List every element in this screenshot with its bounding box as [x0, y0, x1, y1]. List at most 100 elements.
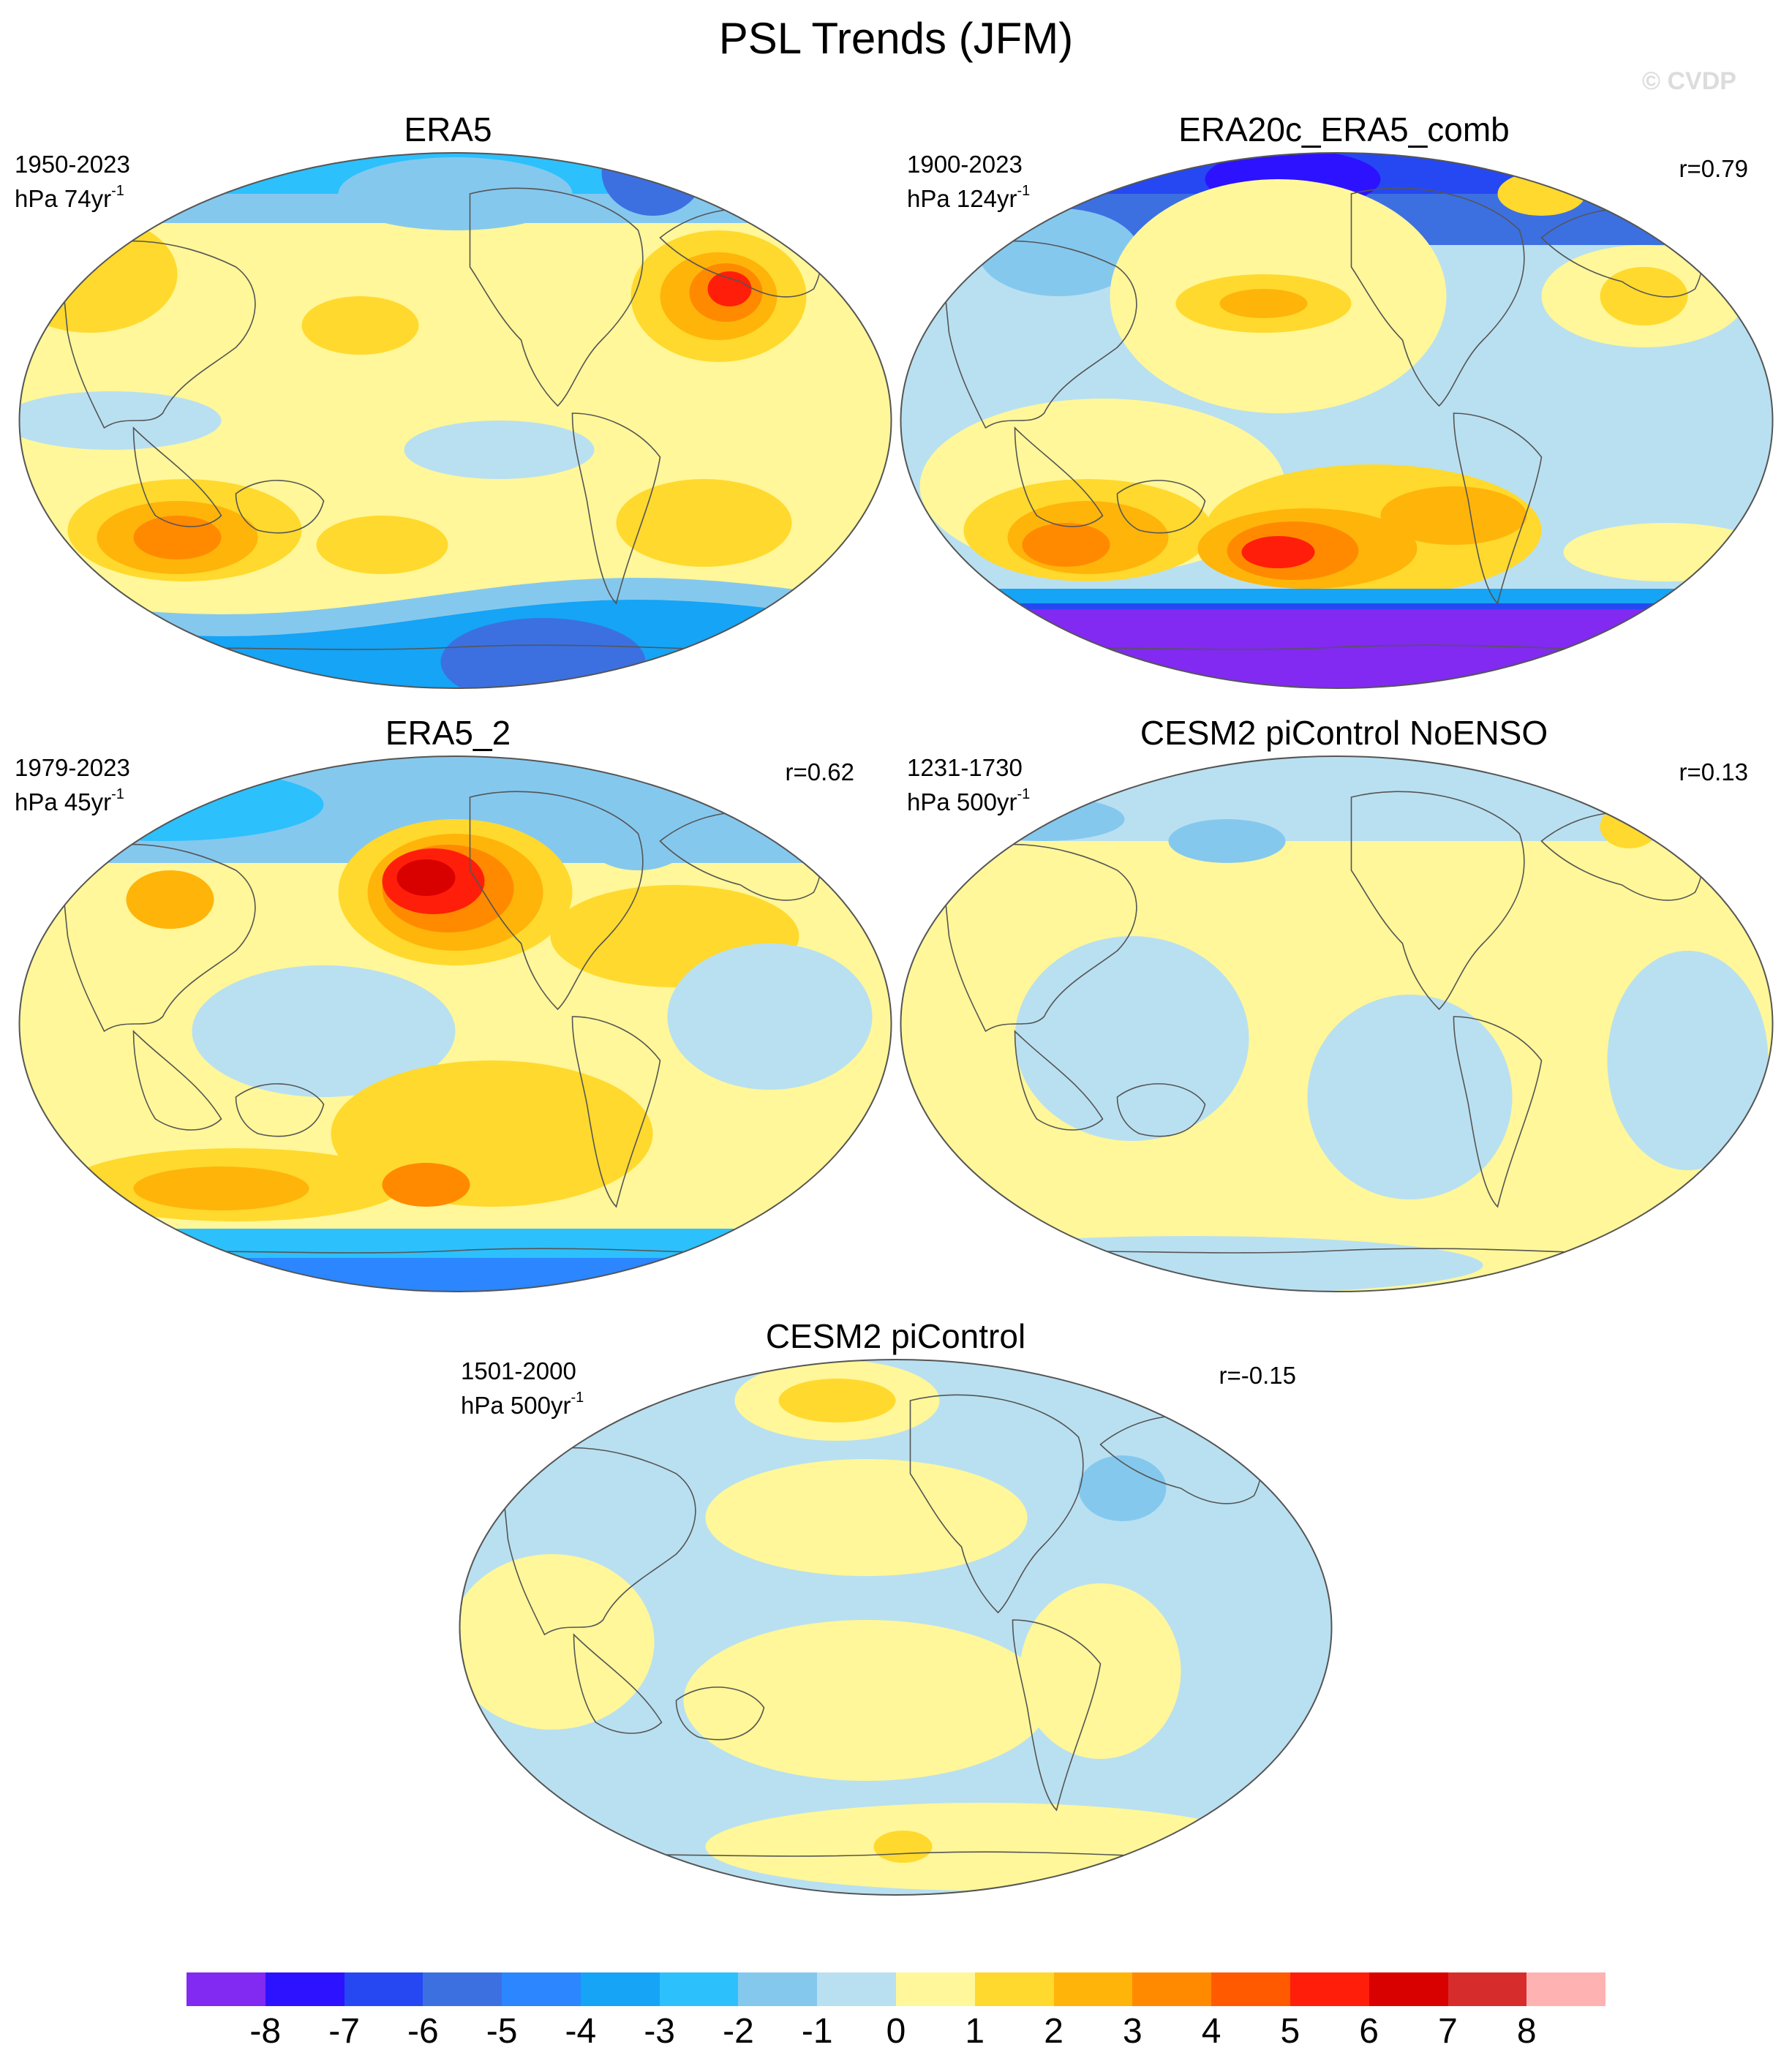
panel-title: ERA5 — [404, 110, 492, 148]
colorbar-swatch — [187, 1972, 266, 2006]
contour-region — [1241, 536, 1315, 568]
colorbar-swatch — [502, 1972, 581, 2006]
contour-region — [459, 1554, 655, 1730]
colorbar-tick-label: -3 — [644, 2012, 675, 2051]
coastline — [132, 1030, 222, 1131]
correlation-label: r=0.13 — [1679, 758, 1749, 785]
contour-region — [1168, 819, 1286, 863]
colorbar-swatch — [1526, 1972, 1606, 2006]
colorbar-tick-label: -4 — [565, 2012, 597, 2051]
colorbar-tick-label: -8 — [249, 2012, 282, 2051]
correlation-label: r=0.79 — [1679, 155, 1749, 182]
coastline — [235, 480, 325, 534]
contour-region — [778, 1379, 896, 1422]
contour-region — [382, 1163, 470, 1207]
units-label: hPa 500yr-1 — [907, 786, 1031, 815]
contour-region — [683, 1620, 1050, 1781]
contour-region — [707, 271, 752, 306]
coastline — [1014, 426, 1104, 527]
colorbar-swatch — [817, 1972, 897, 2006]
contour-band — [900, 589, 1773, 603]
contour-region — [1600, 804, 1659, 848]
colorbar-tick-label: -1 — [801, 2012, 833, 2051]
contour-region — [667, 943, 873, 1090]
contour-region — [963, 797, 1125, 841]
colorbar-swatch — [1369, 1972, 1448, 2006]
map-outline — [900, 152, 1774, 689]
coastline — [500, 1447, 696, 1636]
map-outline — [18, 152, 892, 689]
units-label: hPa 45yr-1 — [15, 786, 124, 815]
map-fill — [900, 153, 1773, 688]
contour-region — [1020, 1583, 1181, 1759]
colorbar-swatch — [1447, 1972, 1527, 2006]
contour-region — [126, 870, 214, 929]
coastline — [1453, 1016, 1543, 1208]
panel-era5-2: ERA5_2 1979-2023 hPa 45yr-1 r=0.62 — [0, 713, 896, 1313]
coastline — [59, 240, 256, 429]
panel-title: ERA5_2 — [385, 714, 511, 752]
period-label: 1231-1730 — [907, 754, 1023, 781]
period-label: 1501-2000 — [461, 1357, 576, 1384]
panel-era20c-era5-comb: ERA20c_ERA5_comb 1900-2023 hPa 124yr-1 r… — [896, 110, 1792, 709]
contour-region — [1014, 936, 1249, 1141]
contour-region — [1022, 523, 1110, 567]
colorbar-swatch — [344, 1972, 423, 2006]
panel-title: ERA20c_ERA5_comb — [1178, 110, 1510, 148]
map-outline — [900, 755, 1774, 1292]
coastline — [469, 187, 644, 407]
colorbar-swatch — [659, 1972, 739, 2006]
coastline — [909, 1394, 1084, 1614]
panel-cesm2-picontrol: CESM2 piControl 1501-2000 hPa 500yr-1 r=… — [448, 1316, 1344, 1916]
contour-region — [900, 1236, 1483, 1292]
colorbar — [187, 1972, 1606, 2006]
map-outline — [18, 755, 892, 1292]
colorbar-tick-label: 6 — [1359, 2012, 1379, 2051]
period-label: 1900-2023 — [907, 151, 1023, 178]
colorbar-swatch — [580, 1972, 660, 2006]
contour-region — [705, 1459, 1028, 1576]
units-label: hPa 74yr-1 — [15, 183, 124, 212]
colorbar-tick-label: 4 — [1201, 2012, 1221, 2051]
contour-region — [873, 1831, 933, 1863]
colorbar-tick-label: 0 — [886, 2012, 906, 2051]
panel-cesm2-picontrol-noenso: CESM2 piControl NoENSO 1231-1730 hPa 500… — [896, 713, 1792, 1313]
contour-band — [900, 603, 1773, 609]
coastline — [1012, 1619, 1102, 1812]
coastline — [1116, 480, 1206, 534]
panel-title: CESM2 piControl — [765, 1317, 1026, 1355]
contour-region — [133, 1167, 309, 1210]
coastline — [573, 1633, 663, 1734]
trend-map-era5-2 — [18, 755, 892, 1292]
colorbar-labels: -8 -7 -6 -5 -4 -3 -2 -1 0 1 2 3 4 5 6 7 8 — [187, 2011, 1605, 2055]
colorbar-swatch — [896, 1972, 975, 2006]
contour-region — [587, 812, 690, 870]
coastline — [571, 412, 661, 605]
trend-map-era20c-era5-comb — [900, 152, 1774, 689]
colorbar-swatch — [974, 1972, 1054, 2006]
colorbar-tick-label: -2 — [723, 2012, 754, 2051]
colorbar-tick-label: 2 — [1044, 2012, 1063, 2051]
map-outline — [459, 1359, 1333, 1896]
coastline — [941, 240, 1137, 429]
coastline — [235, 1083, 325, 1137]
colorbar-tick-label: -7 — [328, 2012, 360, 2051]
contour-region — [338, 157, 573, 230]
period-label: 1979-2023 — [15, 754, 130, 781]
colorbar-swatch — [423, 1972, 502, 2006]
panel-era5: ERA5 1950-2023 hPa 74yr-1 — [0, 110, 896, 709]
units-label: hPa 500yr-1 — [461, 1390, 584, 1419]
trend-map-era5 — [18, 152, 892, 689]
coastline — [675, 1687, 765, 1741]
colorbar-swatch — [1132, 1972, 1212, 2006]
coastline — [1350, 187, 1525, 407]
colorbar-swatch — [265, 1972, 345, 2006]
colorbar-tick-label: 8 — [1516, 2012, 1537, 2051]
coastline — [1453, 412, 1543, 605]
colorbar-swatch — [1053, 1972, 1133, 2006]
colorbar-tick-label: 3 — [1122, 2012, 1142, 2051]
colorbar-tick-label: 5 — [1280, 2012, 1300, 2051]
colorbar-tick-label: 1 — [965, 2012, 985, 2051]
contour-region — [1380, 486, 1527, 545]
contour-region — [133, 516, 222, 559]
